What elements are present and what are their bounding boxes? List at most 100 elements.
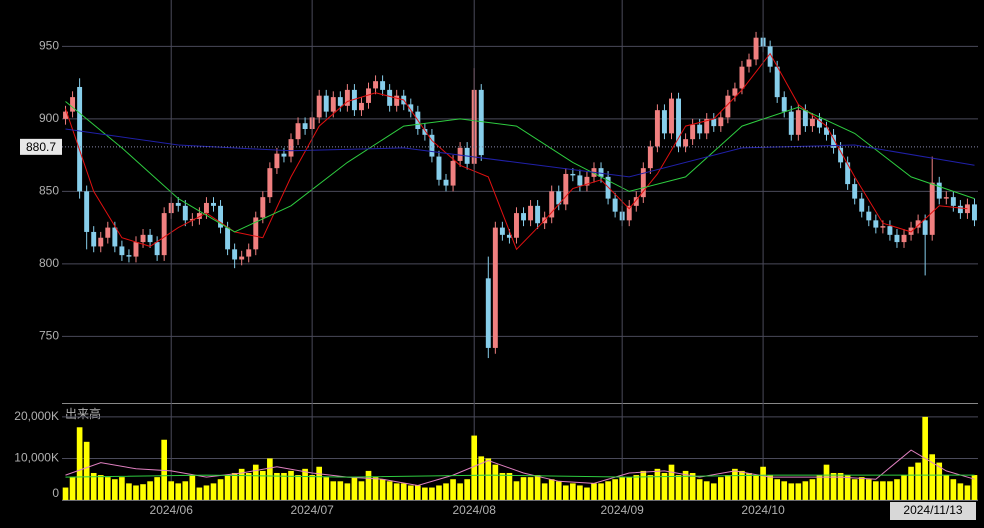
volume-bar <box>746 472 752 500</box>
volume-bar <box>943 475 950 500</box>
volume-bar <box>351 477 358 500</box>
volume-bar <box>774 479 781 500</box>
candle-body <box>351 89 357 111</box>
moving-average <box>65 474 975 478</box>
volume-bar <box>119 477 125 500</box>
candle-body <box>232 249 238 260</box>
volume-bar <box>936 462 943 500</box>
candle-body <box>816 118 822 128</box>
candle-body <box>774 66 780 98</box>
volume-bar <box>379 479 386 500</box>
candle-body <box>499 227 505 235</box>
volume-bar <box>640 470 647 500</box>
volume-bar <box>471 435 478 500</box>
x-tick-label: 2024/09 <box>600 503 644 517</box>
candle-body <box>943 197 949 199</box>
candle-body <box>859 198 865 212</box>
candle-body <box>972 204 977 221</box>
volume-bar <box>217 479 224 500</box>
volume-bar <box>422 487 428 500</box>
volume-bar <box>605 481 611 500</box>
y-tick-label: 800 <box>39 256 59 270</box>
volume-bar <box>90 472 97 500</box>
volume-bar <box>133 485 139 500</box>
volume-bar <box>443 483 449 500</box>
candle-body <box>429 134 435 157</box>
volume-bar <box>97 475 104 500</box>
volume-bar <box>274 472 280 500</box>
volume-bar <box>725 475 731 500</box>
candle-body <box>563 173 569 205</box>
volume-bar <box>598 483 604 500</box>
candle-body <box>373 81 379 89</box>
volume-bar <box>682 470 689 500</box>
volume-bar <box>182 481 189 500</box>
candle-body <box>175 202 181 206</box>
volume-bar <box>415 485 421 500</box>
y-tick-label: 750 <box>39 328 59 342</box>
candle-body <box>196 213 202 219</box>
volume-bar <box>407 485 414 500</box>
candle-body <box>831 134 837 148</box>
volume-bar <box>837 472 844 500</box>
volume-bar <box>513 481 520 500</box>
volume-bar <box>612 479 618 500</box>
volume-bar <box>316 466 323 500</box>
candle-body <box>112 227 118 247</box>
candle-body <box>626 205 632 221</box>
moving-average <box>65 52 968 251</box>
volume-bar <box>393 483 400 500</box>
candle-body <box>838 147 844 163</box>
candle-body <box>915 220 921 228</box>
last-date-label: 2024/11/13 <box>903 503 962 517</box>
candle-body <box>316 95 322 118</box>
volume-bar <box>450 479 456 500</box>
candle-body <box>140 234 146 243</box>
candle-body <box>91 231 97 247</box>
candle-body <box>239 256 245 260</box>
candle-body <box>380 81 386 90</box>
candle-body <box>457 147 463 161</box>
volume-bar <box>112 479 118 500</box>
volume-bar <box>626 477 633 500</box>
candle-body <box>203 202 209 214</box>
volume-bar <box>464 479 470 500</box>
y-tick-label: 950 <box>39 39 59 53</box>
volume-bar <box>224 475 231 500</box>
volume-bar <box>633 475 640 500</box>
volume-bar <box>309 475 315 500</box>
volume-bar <box>337 481 344 500</box>
candle-body <box>704 118 710 134</box>
volume-bar <box>344 483 351 500</box>
volume-bar <box>767 475 773 500</box>
y-tick-label: 20,000K <box>14 409 59 423</box>
volume-bar <box>295 475 301 500</box>
volume-bar <box>126 483 132 500</box>
candle-body <box>408 104 414 112</box>
volume-bar <box>323 477 330 500</box>
volume-bar <box>161 439 167 500</box>
volume-bar <box>175 483 182 500</box>
volume-bar <box>929 454 936 500</box>
volume-bar <box>69 477 76 500</box>
candle-body <box>281 153 287 157</box>
volume-bar <box>534 475 541 500</box>
volume-bar <box>696 479 703 500</box>
candle-body <box>711 118 717 127</box>
candle-body <box>957 205 963 214</box>
volume-bar <box>555 481 562 500</box>
volume-bar <box>154 477 160 500</box>
volume-bar <box>950 479 957 500</box>
candle-body <box>584 176 590 186</box>
candle-body <box>514 213 519 238</box>
volume-bar <box>210 483 217 500</box>
volume-bar <box>288 470 294 500</box>
volume-bar <box>647 475 654 500</box>
volume-bar <box>901 475 907 500</box>
volume-bar <box>844 475 851 500</box>
candle-body <box>697 124 703 134</box>
volume-bar <box>619 477 625 500</box>
candle-body <box>922 220 928 235</box>
volume-bar <box>189 475 196 500</box>
volume-bar <box>302 468 308 500</box>
